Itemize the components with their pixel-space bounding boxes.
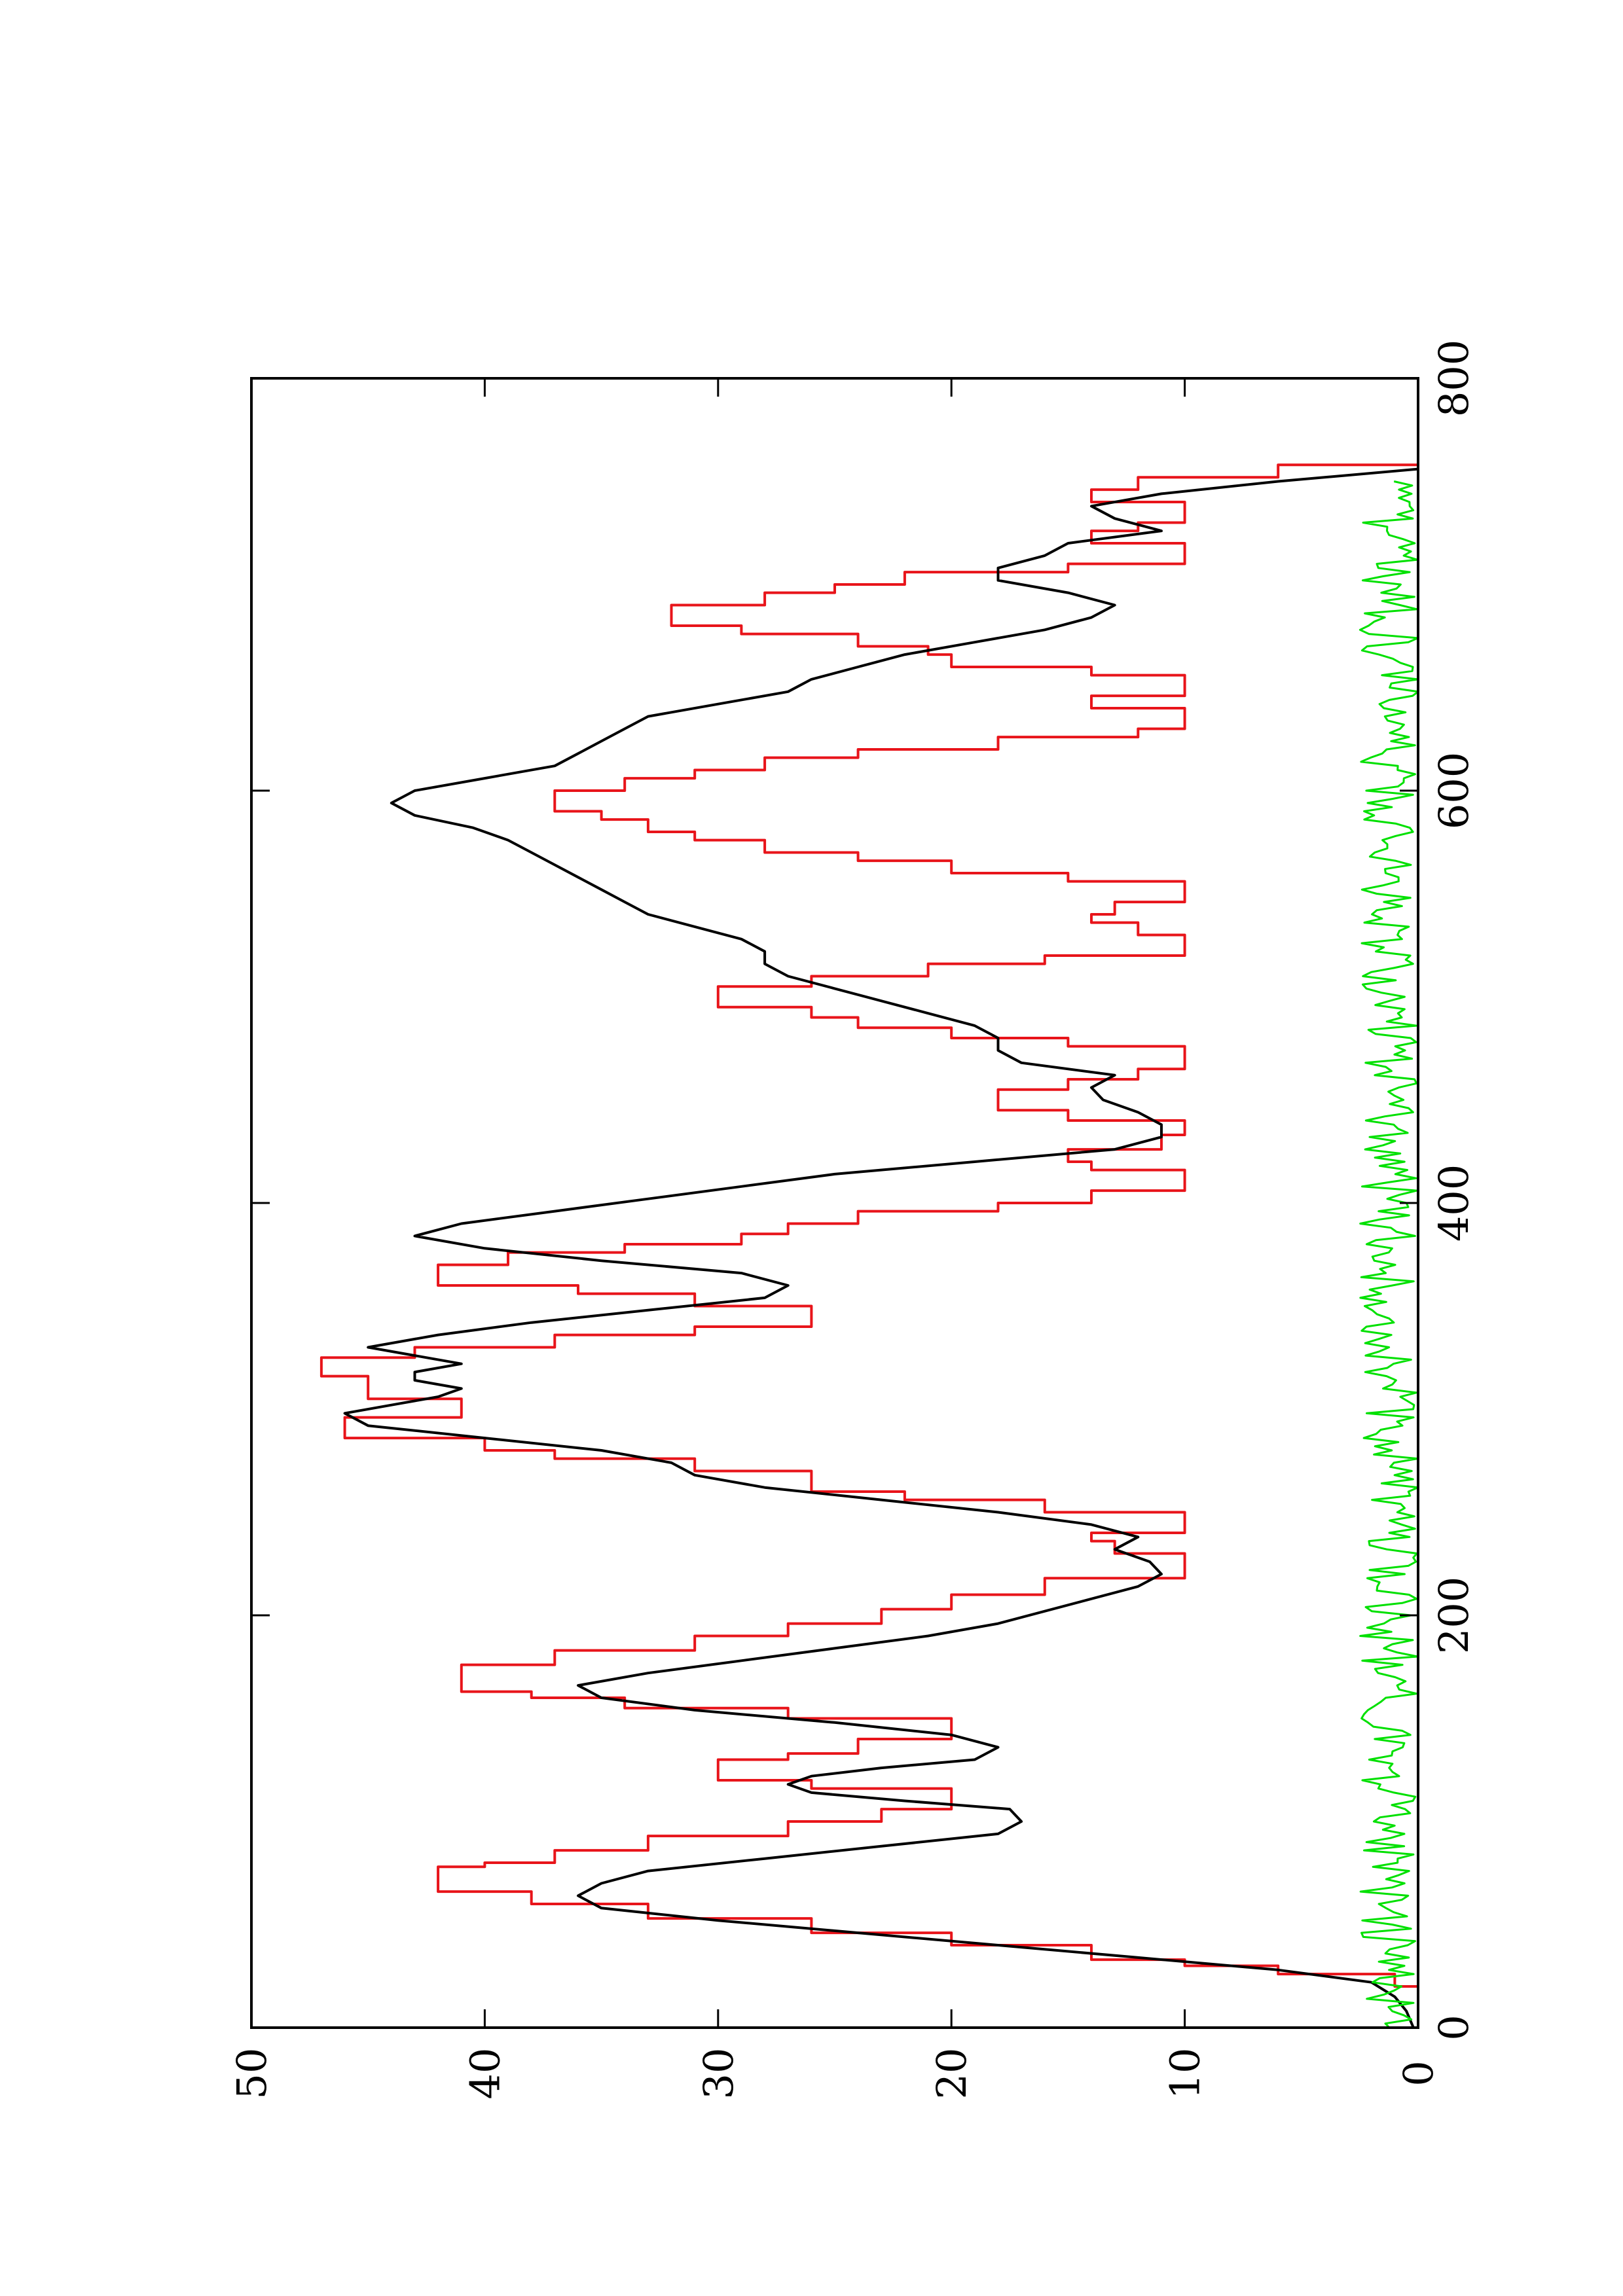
x-tick-label: 400 xyxy=(1430,1164,1478,1242)
y-tick-label: 20 xyxy=(928,2048,976,2100)
y-tick-label: 0 xyxy=(1395,2060,1442,2086)
x-tick-label: 200 xyxy=(1430,1577,1478,1654)
series-line-green xyxy=(1359,480,1419,2029)
series-line-black xyxy=(343,467,1419,2028)
y-tick-label: 40 xyxy=(461,2048,509,2100)
y-tick-label: 30 xyxy=(695,2048,742,2100)
x-tick-label: 600 xyxy=(1430,752,1478,829)
series-layer xyxy=(319,463,1419,2029)
x-tick-label: 0 xyxy=(1430,2015,1478,2040)
x-tick-label: 800 xyxy=(1430,340,1478,417)
y-tick-label: 10 xyxy=(1161,2048,1209,2100)
ticks-layer xyxy=(250,377,1419,2029)
labels-layer: 0 200 400 600 800 0 10 20 30 40 50 xyxy=(228,340,1478,2100)
series-line-red xyxy=(319,463,1419,2028)
y-tick-label: 50 xyxy=(228,2048,276,2100)
